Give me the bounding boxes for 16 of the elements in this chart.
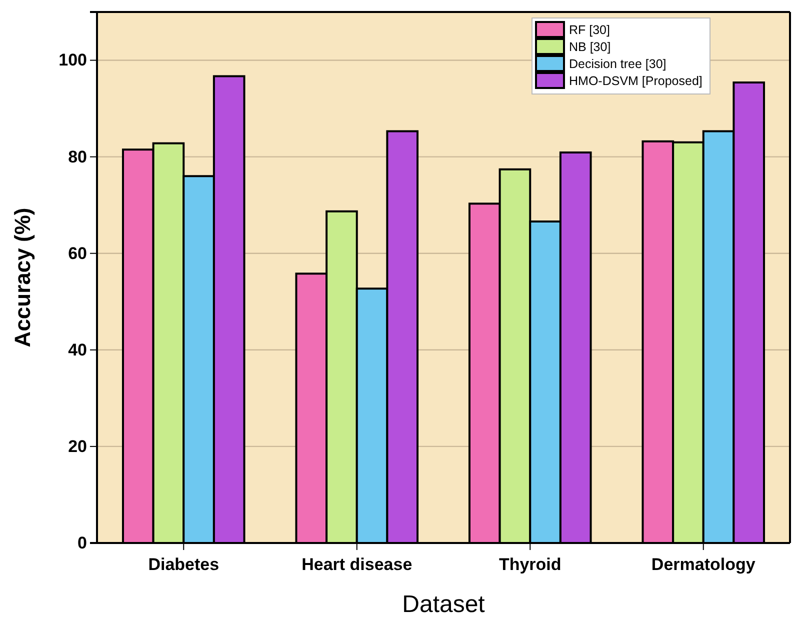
x-tick-label: Thyroid xyxy=(498,555,562,574)
legend-label: HMO-DSVM [Proposed] xyxy=(569,74,702,88)
y-tick-label: 20 xyxy=(68,436,87,456)
y-tick-label: 40 xyxy=(68,340,87,360)
x-tick-label: Heart disease xyxy=(302,555,412,574)
legend-label: RF [30] xyxy=(569,23,610,37)
legend-label: NB [30] xyxy=(569,40,611,54)
y-tick-label: 0 xyxy=(78,533,87,552)
x-axis-title: Dataset xyxy=(402,591,486,618)
x-tick-label: Diabetes xyxy=(148,555,220,574)
y-tick-label: 60 xyxy=(68,244,87,263)
x-tick-label: Dermatology xyxy=(651,555,756,574)
y-axis-title: Accuracy (%) xyxy=(10,208,35,348)
y-tick-label: 100 xyxy=(58,50,87,70)
y-tick-label: 80 xyxy=(68,147,87,166)
legend-label: Decision tree [30] xyxy=(569,57,666,71)
